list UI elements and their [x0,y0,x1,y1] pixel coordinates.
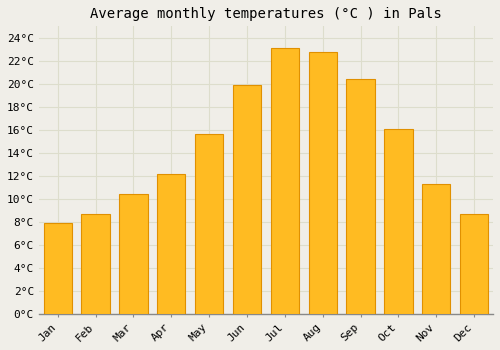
Bar [270,48,299,314]
Bar [346,79,375,314]
Bar [195,134,224,314]
Bar [82,214,110,314]
Bar [422,184,450,314]
Bar [233,85,261,314]
Bar [157,174,186,314]
Bar [384,129,412,314]
Bar [44,223,72,314]
Bar [308,51,337,314]
Title: Average monthly temperatures (°C ) in Pals: Average monthly temperatures (°C ) in Pa… [90,7,442,21]
Bar [119,194,148,314]
Bar [460,214,488,314]
